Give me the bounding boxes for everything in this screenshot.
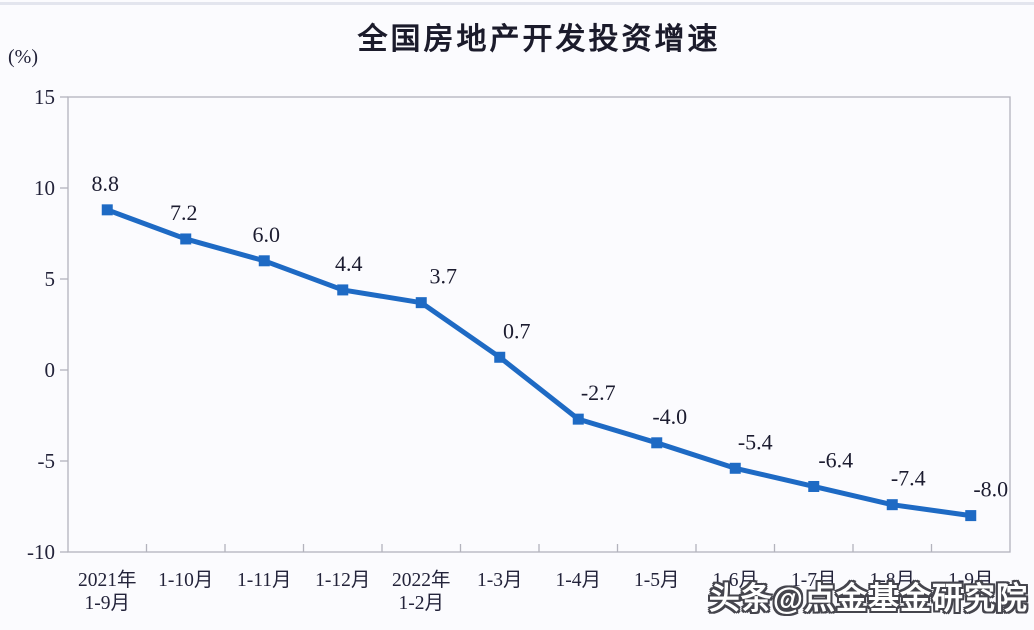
data-point-marker [651, 437, 663, 449]
data-point-marker [337, 284, 349, 296]
data-label: 0.7 [503, 318, 531, 343]
data-point-marker [808, 480, 820, 492]
x-tick-label: 1-5月 [634, 570, 680, 591]
data-label: -5.4 [738, 429, 773, 454]
y-tick-label: -5 [38, 449, 56, 473]
data-point-marker [965, 510, 977, 522]
data-label: -2.7 [581, 380, 616, 405]
data-label: -6.4 [818, 447, 853, 472]
data-label: 6.0 [253, 222, 281, 247]
x-tick-label: 1-8月 [870, 570, 916, 591]
x-tick-label: 2021年 [78, 569, 137, 591]
data-point-marker [886, 499, 898, 511]
y-axis-unit-label: (%) [8, 46, 38, 68]
top-edge-strip [0, 2, 1034, 5]
x-tick-label: 1-9月 [85, 593, 131, 614]
trend-line [104, 207, 974, 519]
data-label: 8.8 [92, 171, 120, 196]
x-tick-label: 1-4月 [556, 570, 602, 591]
data-label: -4.0 [652, 404, 687, 429]
data-label: 4.4 [335, 251, 363, 276]
x-tick-label: 1-12月 [315, 570, 370, 591]
x-tick-label: 1-10月 [158, 570, 213, 591]
x-tick-label: 2022年 [392, 569, 451, 591]
data-label: 7.2 [170, 200, 198, 225]
data-point-marker [494, 351, 506, 363]
y-tick-label: 0 [45, 358, 56, 382]
x-tick-label: 1-11月 [237, 570, 292, 591]
data-point-marker [572, 413, 584, 425]
x-tick-label: 1-3月 [477, 570, 523, 591]
plot-border [67, 96, 1011, 553]
x-tick-label: 1-9月 [948, 570, 994, 591]
data-point-marker [729, 462, 741, 474]
y-tick-label: 5 [45, 267, 56, 291]
x-tick-label: 1-7月 [791, 570, 837, 591]
x-tick-label: 1-2月 [399, 593, 445, 614]
data-point-marker [101, 204, 113, 216]
y-tick-label: 15 [34, 85, 55, 109]
chart-title: 全国房地产开发投资增速 [357, 23, 721, 56]
data-label: 3.7 [430, 264, 458, 289]
y-tick-label: -10 [27, 540, 55, 564]
data-point-marker [415, 297, 427, 309]
x-tick-label: 1-6月 [713, 570, 759, 591]
data-label: -7.4 [891, 466, 926, 491]
y-tick-label: 10 [34, 176, 55, 200]
watermark-text: 头条@点金基金研究院 [708, 581, 1028, 616]
data-label: -8.0 [973, 477, 1008, 502]
data-point-marker [258, 255, 270, 267]
data-point-marker [180, 233, 192, 245]
